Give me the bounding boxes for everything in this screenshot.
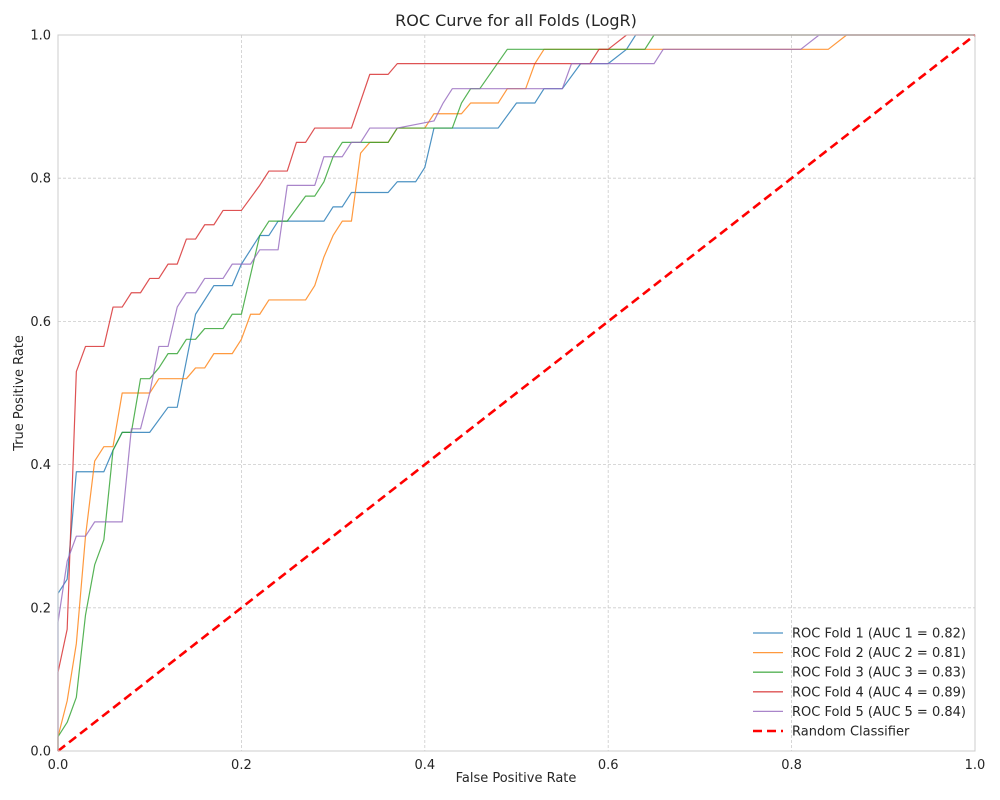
x-tick-label: 0.4 <box>414 758 435 773</box>
x-tick-label: 1.0 <box>965 758 986 773</box>
roc-fold-4-line <box>57 34 975 751</box>
chart-title: ROC Curve for all Folds (LogR) <box>395 11 637 30</box>
plot-frame <box>57 34 976 752</box>
x-axis-label: False Positive Rate <box>456 771 577 786</box>
x-tick-label: 0.0 <box>48 758 69 773</box>
y-tick-label: 1.0 <box>30 29 51 44</box>
x-tick-label: 0.2 <box>231 758 252 773</box>
legend-label: ROC Fold 5 (AUC 5 = 0.84) <box>792 705 966 720</box>
y-tick-label: 0.4 <box>30 458 51 473</box>
y-tick-label: 0.6 <box>30 315 51 330</box>
legend-label: ROC Fold 2 (AUC 2 = 0.81) <box>792 646 966 661</box>
roc-fold-5-line <box>57 34 975 751</box>
roc-fold-3-line <box>57 34 975 751</box>
legend-label: ROC Fold 3 (AUC 3 = 0.83) <box>792 666 966 681</box>
x-tick-label: 0.8 <box>781 758 802 773</box>
y-axis-label: True Positive Rate <box>12 335 27 452</box>
tick-labels: 0.0 0.2 0.4 0.6 0.8 1.0 0.0 0.2 0.4 0.6 0.8 1.0 <box>30 29 985 774</box>
legend-label: ROC Fold 4 (AUC 4 = 0.89) <box>792 685 966 700</box>
series-lines <box>57 33 976 753</box>
legend-label: ROC Fold 1 (AUC 1 = 0.82) <box>792 627 966 642</box>
y-tick-label: 0.2 <box>30 601 51 616</box>
legend: ROC Fold 1 (AUC 1 = 0.82) ROC Fold 2 (AUC… <box>753 627 966 740</box>
random-classifier-line <box>57 33 976 753</box>
y-tick-label: 0.8 <box>30 172 51 187</box>
x-tick-label: 0.6 <box>598 758 619 773</box>
roc-fold-2-line <box>57 34 975 751</box>
y-tick-label: 0.0 <box>30 745 51 760</box>
legend-label: Random Classifier <box>792 725 910 740</box>
